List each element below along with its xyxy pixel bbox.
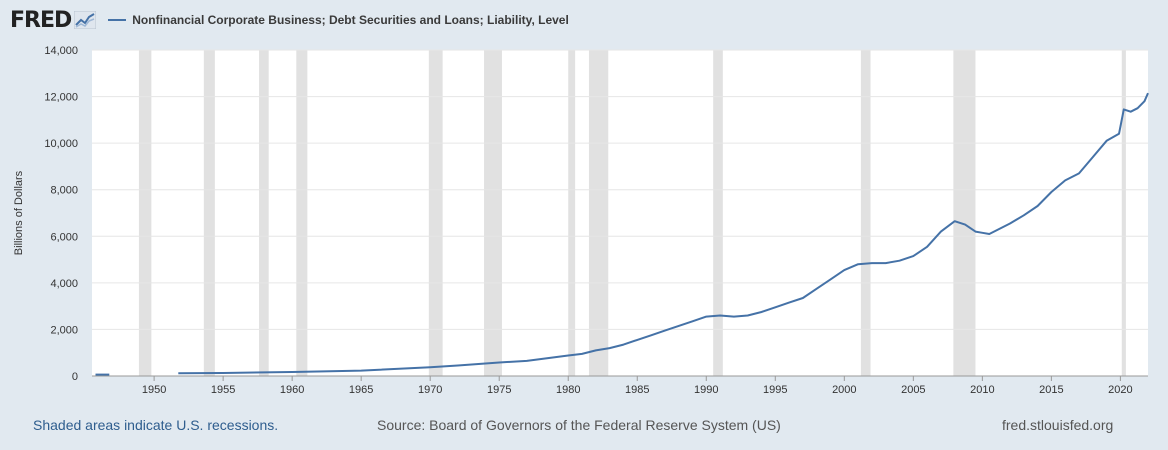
fred-logo[interactable]: FRED (10, 7, 72, 33)
y-tick-label: 0 (72, 371, 78, 383)
x-tick-label: 1950 (142, 384, 166, 396)
recession-band (568, 50, 576, 376)
recession-band (588, 50, 609, 376)
x-tick-label: 2020 (1108, 384, 1132, 396)
legend-series-label[interactable]: Nonfinancial Corporate Business; Debt Se… (132, 13, 569, 27)
recession-band (259, 50, 269, 376)
legend-swatch (108, 19, 127, 21)
x-tick-label: 1975 (487, 384, 511, 396)
x-tick-label: 1970 (418, 384, 442, 396)
source-note: Source: Board of Governors of the Federa… (377, 417, 781, 433)
x-tick-label: 2000 (832, 384, 856, 396)
y-tick-label: 14,000 (44, 45, 78, 57)
y-tick-label: 4,000 (50, 278, 78, 290)
site-link[interactable]: fred.stlouisfed.org (1002, 417, 1114, 433)
recession-band (428, 50, 443, 376)
y-tick-label: 6,000 (50, 231, 78, 243)
recession-band (138, 50, 152, 376)
plot-area (92, 50, 1148, 376)
fred-graph-icon (74, 11, 97, 29)
x-tick-label: 1990 (694, 384, 718, 396)
y-tick-label: 10,000 (44, 138, 78, 150)
x-tick-label: 1965 (349, 384, 373, 396)
recession-band (713, 50, 723, 376)
chart-header: FRED Nonfinancial Corporate Business; De… (10, 6, 569, 34)
recession-band (953, 50, 976, 376)
series-line (178, 92, 1149, 375)
recession-note[interactable]: Shaded areas indicate U.S. recessions. (33, 417, 279, 433)
recession-band (860, 50, 871, 376)
y-tick-label: 12,000 (44, 92, 78, 104)
x-tick-label: 1995 (763, 384, 787, 396)
x-tick-label: 1960 (280, 384, 304, 396)
x-tick-label: 2010 (970, 384, 994, 396)
x-tick-label: 2015 (1039, 384, 1063, 396)
x-tick-label: 1985 (625, 384, 649, 396)
recession-band (203, 50, 215, 376)
recession-band (296, 50, 308, 376)
recession-band (1121, 50, 1126, 376)
y-axis-label: Billions of Dollars (13, 170, 25, 255)
recession-band (484, 50, 502, 376)
x-tick-label: 1980 (556, 384, 580, 396)
x-tick-label: 2005 (901, 384, 925, 396)
y-tick-label: 2,000 (50, 324, 78, 336)
x-tick-label: 1955 (211, 384, 235, 396)
y-tick-label: 8,000 (50, 185, 78, 197)
